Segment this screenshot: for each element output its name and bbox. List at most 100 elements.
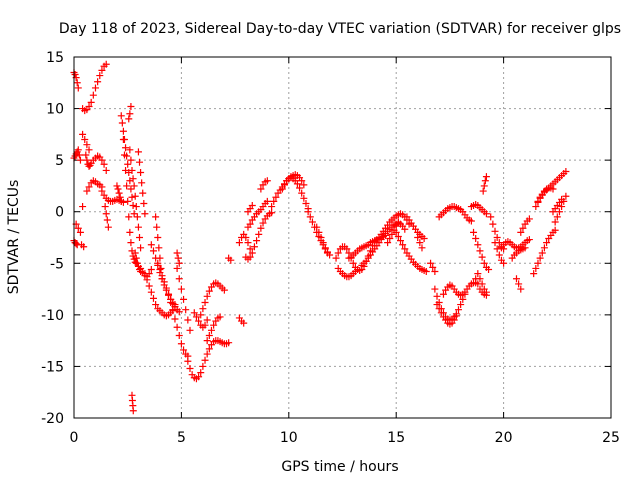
data-point [313, 223, 321, 231]
data-point [519, 224, 527, 232]
data-point [124, 160, 132, 168]
data-point [74, 146, 82, 154]
data-point [119, 136, 127, 144]
data-point [152, 213, 160, 221]
data-point [315, 228, 323, 236]
data-point [482, 291, 490, 299]
y-tick-label: 10 [46, 102, 64, 118]
data-point [167, 298, 175, 306]
data-point [180, 346, 188, 354]
data-point [130, 210, 138, 218]
data-point [300, 194, 308, 202]
data-point [83, 156, 91, 164]
data-point [138, 179, 146, 187]
data-point [538, 249, 546, 257]
data-point [205, 331, 213, 339]
data-point [134, 148, 142, 156]
data-point [558, 203, 566, 211]
plot-frame [73, 56, 612, 419]
data-point [263, 197, 271, 205]
data-point [474, 270, 482, 278]
x-tick-label: 15 [387, 430, 405, 446]
data-point [177, 285, 185, 293]
data-point [98, 187, 106, 195]
data-point [431, 285, 439, 293]
data-point [100, 160, 108, 168]
data-point [171, 315, 179, 323]
data-point [126, 146, 134, 154]
data-point [207, 326, 215, 334]
data-point [118, 119, 126, 127]
data-point [349, 259, 357, 267]
data-point [433, 292, 441, 300]
data-point [201, 298, 209, 306]
data-point [102, 210, 110, 218]
data-point [549, 185, 557, 193]
data-point [147, 241, 155, 249]
x-tick-label: 25 [602, 430, 620, 446]
data-point [74, 84, 82, 92]
data-point [422, 268, 430, 276]
data-point [300, 181, 308, 189]
data-point [420, 235, 428, 243]
data-point [127, 103, 135, 111]
x-tick-label: 10 [280, 430, 298, 446]
data-point [418, 244, 426, 252]
data-point [227, 256, 235, 264]
data-point [133, 213, 141, 221]
data-point [137, 264, 145, 272]
data-point [396, 237, 404, 245]
data-point [175, 308, 183, 316]
data-point [493, 234, 501, 241]
data-point [126, 228, 134, 236]
y-tick-label: -15 [41, 359, 64, 375]
data-point [306, 213, 314, 221]
data-point [120, 151, 128, 159]
data-point [158, 272, 166, 280]
grid [74, 57, 611, 418]
data-point [102, 60, 110, 68]
data-point [220, 286, 228, 294]
data-point [157, 264, 165, 272]
data-point [76, 228, 84, 236]
data-point [384, 239, 392, 247]
data-point [242, 234, 250, 241]
data-point [401, 225, 409, 233]
data-point [130, 182, 138, 190]
data-point [270, 197, 278, 205]
data-point [136, 158, 144, 166]
y-tick-label: 5 [55, 153, 64, 169]
data-point [485, 265, 493, 273]
data-point [326, 251, 334, 259]
data-point [87, 98, 95, 106]
data-point [482, 173, 490, 181]
data-point [248, 202, 256, 210]
data-point [298, 177, 306, 185]
data-point [452, 312, 460, 320]
data-point [85, 183, 93, 191]
data-point [351, 268, 359, 276]
data-point [472, 275, 480, 283]
data-point [80, 243, 88, 251]
data-point [235, 239, 243, 247]
y-tick-label: -20 [41, 411, 64, 427]
data-point [201, 356, 209, 364]
data-point [128, 166, 136, 174]
data-point [173, 323, 181, 331]
data-point [517, 285, 525, 293]
data-point [472, 235, 480, 243]
y-tick-label: 0 [55, 205, 64, 221]
data-point [89, 91, 97, 99]
data-point [558, 195, 566, 203]
data-point [156, 265, 164, 273]
data-point [199, 305, 207, 313]
data-point [203, 292, 211, 300]
data-point [479, 187, 487, 195]
data-point [175, 275, 183, 283]
data-point [129, 202, 137, 210]
data-point [392, 222, 400, 230]
data-point [184, 316, 192, 324]
data-point [137, 169, 145, 177]
data-point [134, 223, 142, 231]
data-point [399, 241, 407, 249]
